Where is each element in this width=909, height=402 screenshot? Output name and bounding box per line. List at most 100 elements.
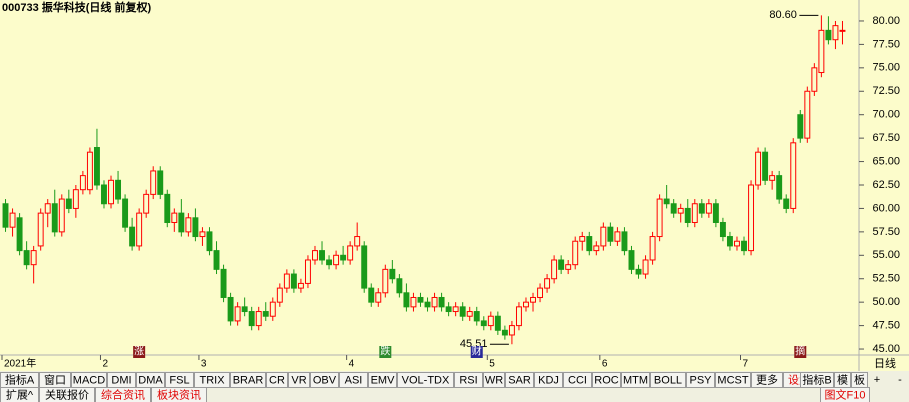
tab-label[interactable]: FSL [169,374,189,386]
y-tick-label: 45.00 [872,343,900,355]
tab-button[interactable] [339,372,368,388]
tab-label[interactable]: BOLL [654,374,682,386]
candle-body [642,259,649,275]
candle-body [143,193,150,214]
tab-label[interactable]: MACD [73,374,105,386]
tab-label[interactable]: PSY [689,374,712,386]
tab-label[interactable]: 扩展^ [6,387,34,401]
tab-label[interactable]: DMA [138,374,163,386]
tab-label[interactable]: 指标A [5,372,35,386]
tab-label[interactable]: CCI [568,374,587,386]
tab-button[interactable] [230,372,266,388]
tab-button[interactable] [483,372,505,388]
tab-button[interactable] [563,372,592,388]
candle-body [276,287,283,303]
tab-label[interactable]: ASI [345,374,363,386]
tab-label[interactable]: KDJ [538,374,559,386]
tab-button[interactable] [505,372,534,388]
tab-button[interactable] [621,372,650,388]
tab-label[interactable]: TRIX [199,374,225,386]
event-label[interactable]: 涨 [134,346,144,358]
tab-button[interactable] [800,372,834,388]
tab-label[interactable]: OBV [313,374,337,386]
tab-button[interactable] [592,372,621,388]
event-label[interactable]: 财 [472,345,482,358]
tab-button[interactable] [686,372,715,388]
tab-button[interactable] [266,372,288,388]
candle-body [656,198,663,238]
tab-button[interactable] [820,387,870,402]
tab-label[interactable]: 图文F10 [825,387,866,401]
x-tick-label: 5 [489,359,495,370]
event-marker [470,346,483,358]
tab-label[interactable]: 板块资讯 [157,387,201,401]
candle-body [185,217,192,233]
tab-label[interactable]: SAR [508,374,531,386]
tab-label[interactable]: 窗口 [44,372,66,386]
tab-label[interactable]: ROC [594,374,619,386]
y-tick-label: 80.00 [872,15,900,27]
event-label[interactable]: 摘 [795,345,805,358]
tab-button[interactable] [0,387,39,402]
y-tick-label: 77.50 [872,38,900,50]
candle-body [199,231,206,238]
tab-label[interactable]: EMV [371,374,396,386]
tab-label[interactable]: 关联报价 [45,387,89,401]
candle-body [255,311,262,327]
tab-button[interactable] [715,372,751,388]
candle-body [776,175,783,200]
candle-body [804,90,811,139]
tab-button[interactable] [397,372,454,388]
candle-body [382,268,389,294]
event-marker [379,346,392,358]
candle-body [65,198,72,209]
candle-body [832,25,839,41]
candle-body [213,250,220,270]
tab-button[interactable] [454,372,483,388]
tab-button[interactable] [194,372,230,388]
tab-label[interactable]: 模 [837,373,848,386]
tab-button[interactable] [751,372,783,388]
tab-label[interactable]: MTM [623,374,648,386]
candle-body [734,240,740,247]
tab-label[interactable]: WR [485,374,503,386]
tab-label[interactable]: 指标B [802,372,831,386]
candle-body [333,254,340,266]
annotation-label: 80.60 [769,9,797,21]
tab-label[interactable]: RSI [459,374,477,386]
candle-body [621,231,628,252]
zoom-out[interactable]: - [898,374,902,386]
tab-button[interactable] [650,372,686,388]
tab-label[interactable]: 更多 [756,372,778,386]
candle-body [86,151,93,191]
tab-label[interactable]: DMI [111,374,131,386]
zoom-in[interactable]: + [874,374,880,386]
tab-button[interactable] [95,387,151,402]
candle-body [340,254,347,261]
tab-button[interactable] [368,372,397,388]
candle-body [501,329,508,336]
tab-label[interactable]: VOL-TDX [402,374,450,386]
y-tick-label: 67.50 [872,132,900,144]
tab-label[interactable]: CR [269,374,285,386]
tab-label[interactable]: BRAR [233,374,264,386]
candle-body [2,203,9,228]
tab-button[interactable] [288,372,310,388]
tab-label[interactable]: VR [291,374,306,386]
tab-label[interactable]: 板 [854,372,865,386]
candle-body [171,212,178,223]
event-marker [133,346,146,358]
event-label[interactable]: 跌 [380,345,390,358]
tab-button[interactable] [151,387,207,402]
candle-body [755,151,762,186]
tab-button[interactable] [310,372,339,388]
candle-body [157,170,164,195]
candle-body [480,320,487,327]
tab-button[interactable] [534,372,563,388]
tab-label[interactable]: MCST [717,374,748,386]
tab-button[interactable] [39,387,95,402]
tab-label[interactable]: 综合资讯 [101,387,145,401]
candle-body [101,184,107,205]
candle-body [600,226,607,247]
candle-body [698,203,705,214]
